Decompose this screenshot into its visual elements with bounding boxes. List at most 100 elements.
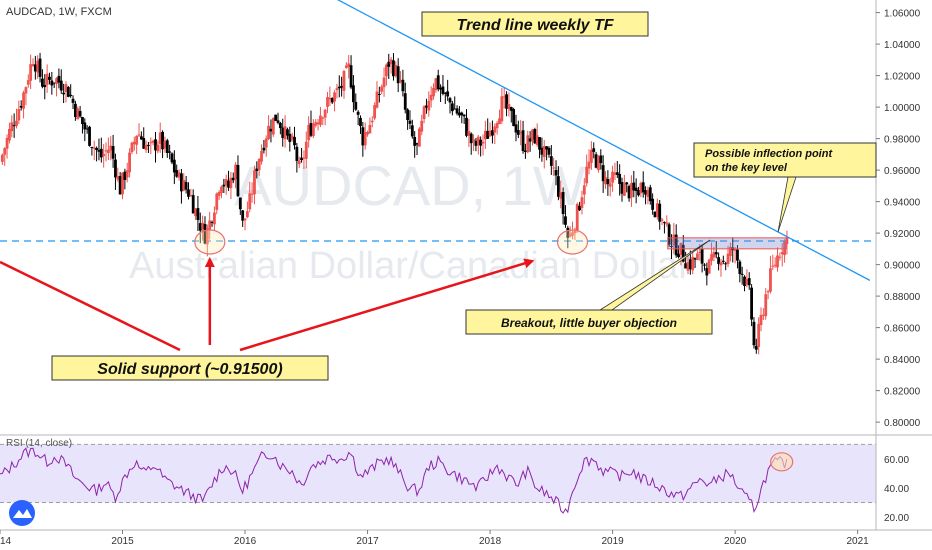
candle: [717, 252, 721, 271]
candle-body: [50, 80, 54, 86]
support-callout-text: Solid support (~0.91500): [97, 361, 282, 378]
candle: [474, 137, 478, 152]
candle: [15, 108, 18, 129]
candle: [545, 146, 549, 161]
candle: [198, 212, 202, 244]
price-axis[interactable]: 1.06000 1.04000 1.02000 1.00000 0.98000 0.960…: [0, 0, 932, 531]
candle: [399, 71, 402, 84]
candle-body: [493, 126, 497, 133]
candle: [64, 81, 68, 103]
candle: [311, 119, 315, 138]
candle-body: [446, 91, 450, 97]
candle-body: [330, 98, 334, 103]
candle: [533, 127, 537, 145]
candle: [253, 165, 256, 205]
candle: [394, 61, 398, 78]
candle-body: [73, 103, 77, 118]
candle-body: [622, 183, 626, 196]
candle: [703, 263, 706, 271]
support-touch-circle: [194, 229, 226, 255]
candle-body: [377, 93, 381, 95]
candle: [158, 122, 162, 153]
candle: [417, 127, 421, 147]
candle-body: [144, 144, 148, 151]
candle: [208, 211, 212, 240]
candle: [639, 181, 643, 198]
candle-body: [632, 182, 636, 191]
candle: [589, 141, 593, 170]
candle-body: [83, 122, 87, 130]
candle: [154, 131, 157, 163]
candle-body: [646, 189, 650, 197]
candle: [180, 169, 183, 204]
candle-body: [700, 249, 704, 264]
candle: [73, 100, 77, 121]
candle-body: [311, 123, 315, 137]
candle-body: [125, 170, 129, 178]
candle: [99, 137, 103, 163]
candle: [295, 142, 299, 173]
candle-body: [161, 131, 164, 150]
candle: [535, 123, 539, 147]
candle-body: [448, 98, 452, 103]
candle-body: [307, 124, 311, 141]
tradingview-logo[interactable]: [9, 500, 35, 526]
watermark-description: Australian Dollar/Canadian Dollar: [129, 245, 691, 287]
candle-body: [111, 146, 115, 159]
price-tick: 1.06000: [876, 9, 921, 20]
candle: [172, 150, 176, 185]
candle-body: [599, 155, 603, 164]
price-tick-label: 0.86000: [884, 324, 921, 335]
candle: [55, 77, 58, 97]
candle: [62, 83, 66, 104]
candle: [691, 252, 695, 275]
candle-body: [385, 64, 388, 77]
candle: [194, 208, 197, 220]
candle: [83, 118, 87, 142]
candle: [326, 91, 329, 114]
candle-body: [538, 137, 541, 150]
trend-line[interactable]: [296, 0, 871, 281]
candle: [476, 134, 480, 155]
candle: [142, 127, 146, 150]
candle-body: [644, 190, 647, 195]
candle: [458, 106, 461, 118]
candle: [707, 258, 711, 274]
candle: [670, 234, 673, 259]
candle-body: [151, 140, 155, 143]
rsi-pane[interactable]: RSI (14, close): [0, 438, 876, 514]
candle-body: [408, 120, 412, 124]
candle-body: [187, 189, 190, 197]
candle-body: [601, 165, 605, 182]
candle-body: [175, 170, 179, 177]
title-callout-box: [421, 11, 649, 37]
candle-body: [495, 122, 499, 129]
candle-body: [368, 124, 372, 134]
candle-body: [674, 234, 678, 256]
symbol-header[interactable]: AUDCAD, 1W, FXCM: [6, 6, 112, 18]
candle: [665, 215, 669, 227]
candle-body: [733, 248, 737, 251]
breakout-callout: Breakout, little buyer objection: [465, 239, 713, 335]
rsi-axis[interactable]: 60.00 40.00 20.00: [884, 455, 909, 524]
candle: [229, 171, 233, 200]
candle-body: [434, 78, 438, 91]
price-pane[interactable]: AUDCAD, 1W Australian Dollar/Canadian Do…: [0, 0, 876, 355]
candle: [290, 132, 294, 142]
candle-body: [743, 276, 746, 286]
candle-body: [354, 101, 358, 110]
candle-body: [625, 182, 629, 185]
candle-body: [55, 78, 58, 84]
candle: [300, 148, 303, 163]
candle: [116, 167, 120, 182]
candle: [243, 218, 247, 231]
candle-body: [663, 222, 666, 224]
time-axis[interactable]: 2014 2015 2016 2017 2018 2019 2020 2021: [0, 530, 869, 547]
candle-body: [535, 135, 539, 145]
candle: [111, 134, 115, 168]
candle: [745, 269, 749, 288]
candle: [304, 131, 308, 169]
candle: [783, 239, 786, 263]
candle: [542, 139, 546, 169]
candle-body: [189, 195, 193, 197]
